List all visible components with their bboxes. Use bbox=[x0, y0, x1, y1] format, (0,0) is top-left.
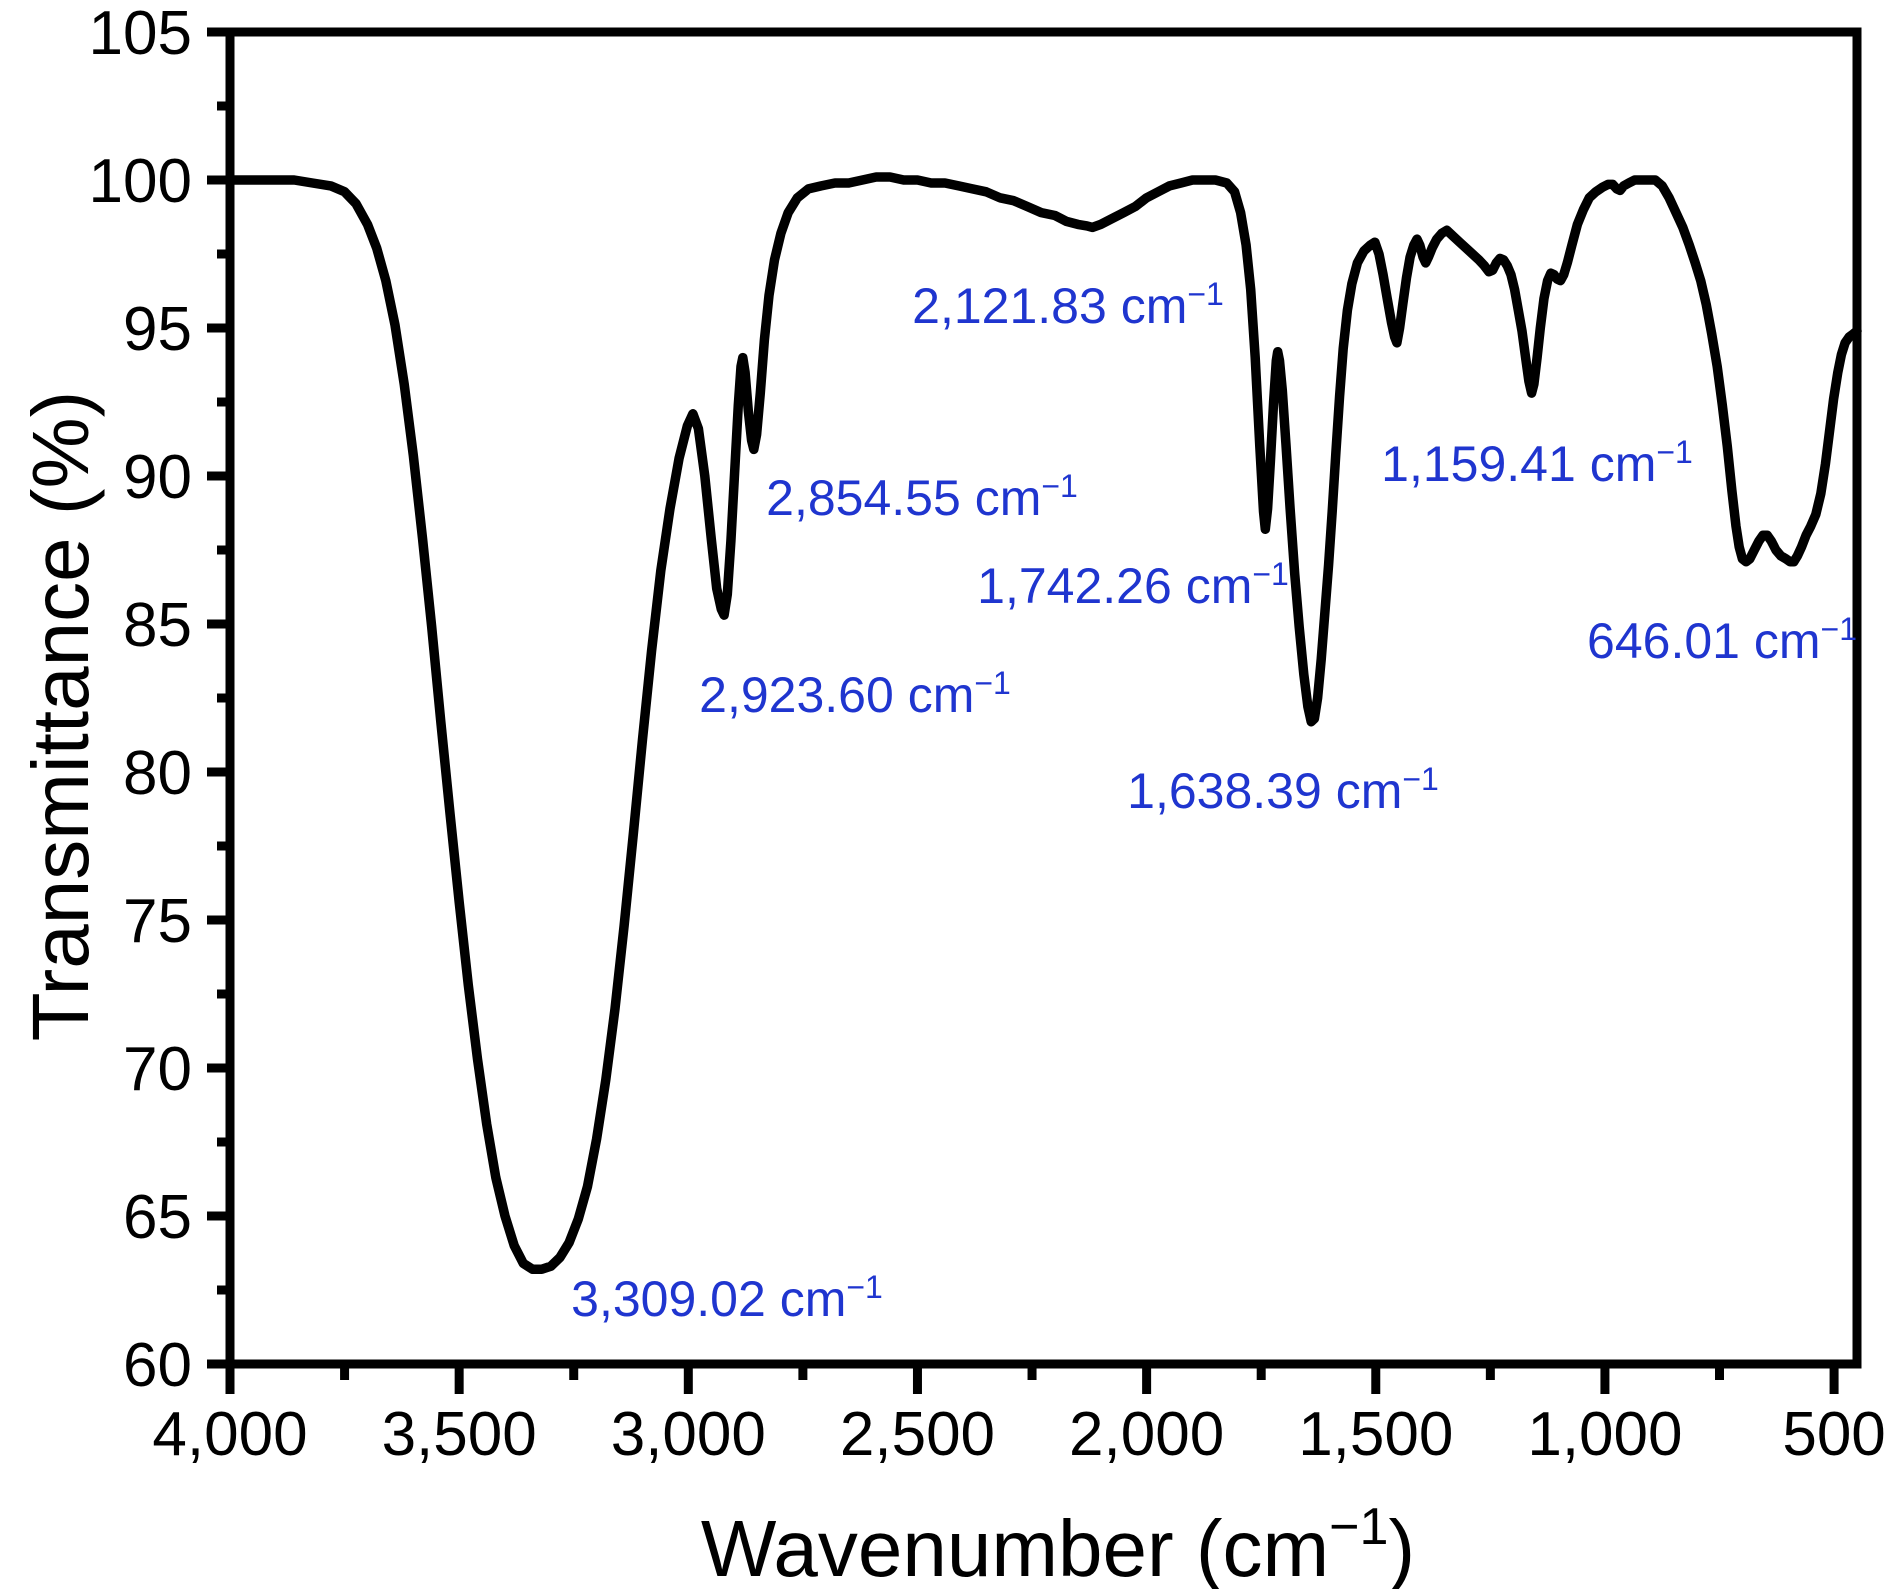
x-axis-title: Wavenumber (cm−1) bbox=[701, 1498, 1415, 1589]
y-tick-label: 70 bbox=[123, 1035, 192, 1104]
peak-label: 2,854.55 cm−1 bbox=[766, 468, 1078, 526]
peak-label: 2,121.83 cm−1 bbox=[912, 276, 1224, 334]
y-tick-label: 85 bbox=[123, 591, 192, 660]
peak-label: 1,159.41 cm−1 bbox=[1381, 434, 1693, 492]
x-tick-label: 500 bbox=[1782, 1400, 1885, 1469]
y-axis-title: Transmittance (%) bbox=[16, 391, 105, 1042]
y-tick-label: 60 bbox=[123, 1331, 192, 1400]
peak-label: 1,638.39 cm−1 bbox=[1127, 761, 1439, 819]
peak-label: 646.01 cm−1 bbox=[1587, 611, 1857, 669]
x-tick-label: 4,000 bbox=[152, 1400, 307, 1469]
peak-label: 2,923.60 cm−1 bbox=[699, 665, 1011, 723]
y-tick-label: 80 bbox=[123, 739, 192, 808]
spectrum-trace bbox=[225, 172, 1862, 1275]
y-tick-label: 75 bbox=[123, 887, 192, 956]
peak-label: 1,742.26 cm−1 bbox=[977, 556, 1289, 614]
y-tick-label: 95 bbox=[123, 295, 192, 364]
x-tick-label: 3,000 bbox=[611, 1400, 766, 1469]
y-tick-label: 65 bbox=[123, 1183, 192, 1252]
x-tick-label: 3,500 bbox=[382, 1400, 537, 1469]
plot-border bbox=[225, 27, 1862, 1369]
y-tick-label: 105 bbox=[89, 0, 192, 68]
x-axis: 4,000 3,500 3,000 2,500 2,000 1,500 1,000 500 bbox=[152, 1364, 1886, 1469]
peak-label: 3,309.02 cm−1 bbox=[571, 1269, 883, 1327]
y-axis: 105 100 95 90 85 80 75 70 65 60 bbox=[89, 0, 230, 1400]
x-tick-label: 2,500 bbox=[840, 1400, 995, 1469]
x-tick-label: 1,500 bbox=[1298, 1400, 1453, 1469]
x-tick-label: 2,000 bbox=[1069, 1400, 1224, 1469]
plot-frame bbox=[225, 27, 1862, 1369]
spectrum-curve bbox=[225, 172, 1862, 1275]
y-tick-label: 100 bbox=[89, 147, 192, 216]
y-tick-label: 90 bbox=[123, 443, 192, 512]
peak-annotations: 3,309.02 cm−1 2,923.60 cm−1 2,854.55 cm−1 2… bbox=[571, 276, 1857, 1327]
x-tick-label: 1,000 bbox=[1527, 1400, 1682, 1469]
